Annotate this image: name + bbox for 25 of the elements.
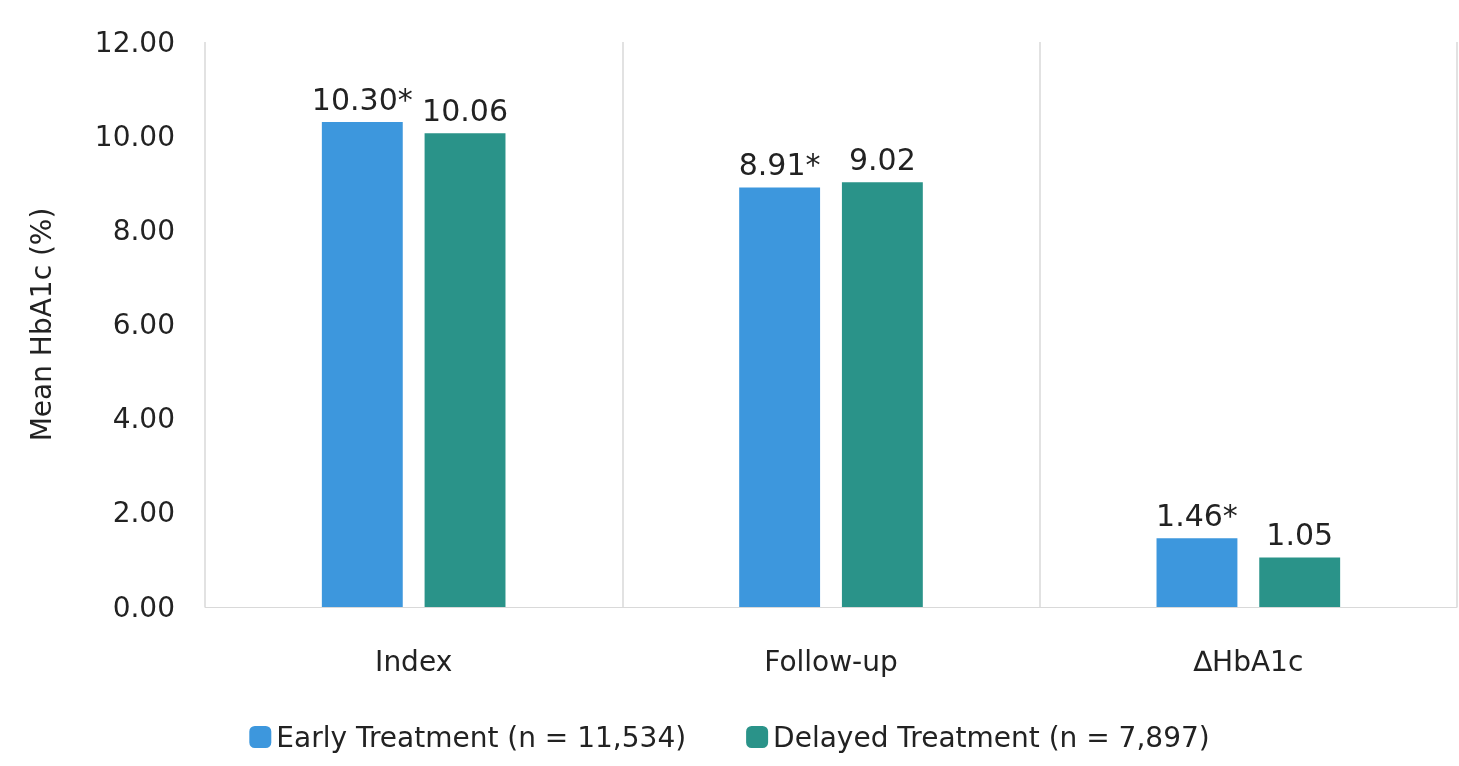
data-label: 9.02 bbox=[848, 141, 916, 177]
bar bbox=[1156, 538, 1238, 607]
y-tick-label: 4.00 bbox=[112, 402, 175, 436]
bar bbox=[321, 122, 403, 607]
y-tick-label: 8.00 bbox=[112, 213, 175, 247]
data-label: 10.30* bbox=[311, 81, 413, 117]
y-axis-title: Mean HbA1c (%) bbox=[24, 207, 58, 442]
data-label: 10.06 bbox=[422, 92, 508, 128]
data-label: 8.91* bbox=[738, 146, 821, 182]
bar bbox=[841, 182, 923, 607]
y-tick-label: 10.00 bbox=[94, 119, 175, 153]
x-tick-label: ∆HbA1c bbox=[1192, 644, 1304, 678]
x-tick-label: Index bbox=[375, 644, 453, 678]
bar bbox=[424, 133, 506, 607]
y-tick-label: 0.00 bbox=[112, 590, 175, 624]
bar bbox=[739, 187, 821, 607]
data-label: 1.46* bbox=[1156, 497, 1238, 533]
x-tick-label: Follow-up bbox=[764, 644, 898, 678]
data-label: 1.05 bbox=[1266, 517, 1334, 553]
y-tick-label: 6.00 bbox=[112, 308, 175, 341]
y-tick-label: 12.00 bbox=[94, 25, 175, 59]
bar bbox=[1259, 557, 1341, 607]
y-tick-label: 2.00 bbox=[112, 496, 175, 530]
legend-label: Delayed Treatment (n = 7,897) bbox=[773, 720, 1210, 754]
legend-label: Early Treatment (n = 11,534) bbox=[276, 720, 687, 754]
